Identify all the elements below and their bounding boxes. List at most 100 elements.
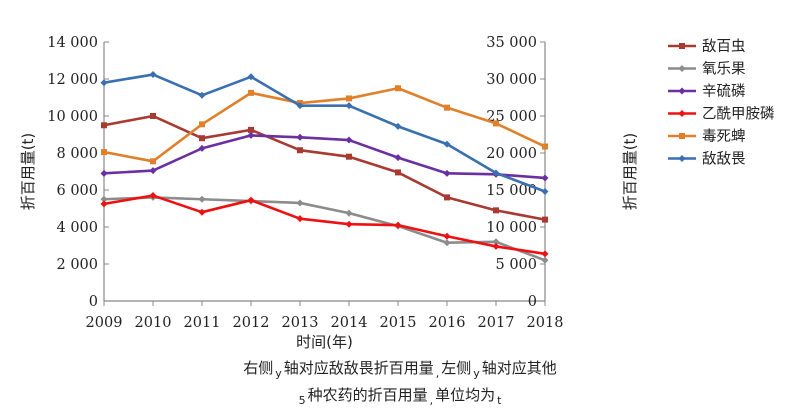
data-point — [198, 208, 206, 216]
series-line — [103, 86, 546, 163]
data-point — [493, 207, 499, 214]
caption-text: t — [497, 394, 502, 407]
y-left-tick-label: 4 000 — [56, 220, 98, 236]
legend-marker — [679, 43, 685, 49]
caption-text: 右侧 — [243, 359, 274, 377]
data-point — [443, 239, 451, 247]
legend-marker — [678, 65, 686, 72]
data-point — [198, 195, 206, 203]
legend-label: 乙酰甲胺磷 — [702, 106, 775, 123]
y-left-tick-label: 2 000 — [56, 257, 98, 273]
y-right-tick-label: 5 000 — [495, 257, 537, 273]
legend-label: 敌百虫 — [702, 38, 746, 55]
x-tick-label: 2017 — [478, 315, 515, 331]
y-left-tick-label: 6 000 — [56, 183, 98, 199]
series-4 — [100, 192, 549, 258]
legend-label: 毒死蜱 — [702, 128, 746, 145]
data-point — [443, 169, 451, 177]
data-point — [247, 131, 255, 139]
data-point — [100, 200, 108, 208]
data-point — [492, 242, 500, 250]
x-tick-label: 2013 — [282, 315, 319, 331]
series-line — [103, 134, 546, 180]
data-point — [101, 122, 107, 129]
data-point — [199, 135, 205, 142]
data-point — [248, 89, 254, 96]
data-point — [492, 238, 500, 246]
data-point — [395, 169, 401, 176]
data-point — [443, 232, 451, 240]
data-point — [100, 195, 108, 203]
y-left-tick-label: 8 000 — [56, 146, 98, 162]
axes: 0 2 000 4 000 6 000 8 000 10 000 12 000 14 000 0… — [19, 35, 639, 351]
data-point — [345, 136, 353, 144]
x-tick-label: 2012 — [233, 315, 270, 331]
caption-line-2: 5 种农药的折百用量, 单位均为 t — [0, 384, 800, 407]
data-point — [149, 167, 157, 175]
y-right-tick-label: 0 — [528, 294, 537, 310]
y-axis-left-title: 折百用量(t) — [19, 133, 37, 211]
data-point — [346, 95, 352, 102]
data-point — [247, 196, 255, 204]
data-point — [394, 221, 402, 229]
data-point — [149, 192, 157, 200]
caption-text: 5 — [298, 394, 306, 407]
x-tick-label: 2015 — [380, 315, 417, 331]
data-point — [296, 215, 304, 223]
data-point — [394, 122, 402, 130]
caption-text: 轴对应其他 — [481, 359, 557, 377]
data-point — [444, 194, 450, 201]
data-point — [149, 71, 157, 79]
legend-marker — [678, 155, 686, 162]
data-point — [493, 120, 499, 127]
series-3 — [100, 131, 549, 182]
caption-text: , — [435, 367, 440, 380]
x-tick-label: 2011 — [184, 315, 221, 331]
data-point — [444, 104, 450, 111]
y-right-tick-label: 20 000 — [486, 146, 537, 162]
caption-line-1: 右侧 y 轴对应敌敌畏折百用量, 左侧 y 轴对应其他 — [0, 357, 800, 380]
legend-marker — [679, 133, 685, 139]
y-left-tick-label: 12 000 — [47, 72, 98, 88]
x-tick-label: 2009 — [86, 315, 123, 331]
series-5 — [101, 85, 548, 165]
y-left-tick-label: 14 000 — [47, 35, 98, 51]
data-point — [394, 154, 402, 162]
y-axis-right-title: 折百用量(t) — [621, 133, 639, 211]
series-2 — [100, 193, 549, 264]
legend-marker — [678, 87, 686, 95]
data-point — [100, 169, 108, 177]
series-1 — [101, 113, 548, 223]
x-tick-label: 2016 — [429, 315, 466, 331]
data-point — [101, 149, 107, 156]
data-point — [541, 174, 549, 182]
data-point — [297, 147, 303, 154]
data-point — [345, 220, 353, 228]
y-right-tick-label: 15 000 — [486, 183, 537, 199]
legend-marker — [678, 110, 686, 117]
y-left-tick-label: 0 — [89, 294, 98, 310]
data-point — [395, 85, 401, 92]
legend-label: 敌敌畏 — [702, 151, 746, 168]
x-tick-label: 2014 — [331, 315, 368, 331]
data-point — [296, 199, 304, 207]
data-point — [443, 140, 451, 148]
caption-text: 单位均为 — [435, 386, 496, 404]
y-right-tick-label: 30 000 — [486, 72, 537, 88]
legend-label: 氧乐果 — [702, 61, 746, 78]
data-point — [541, 250, 549, 258]
y-right-tick-label: 35 000 — [486, 35, 537, 51]
data-point — [492, 169, 500, 177]
data-point — [541, 256, 549, 264]
data-point — [345, 102, 353, 110]
data-point — [100, 79, 108, 87]
series-line — [103, 194, 546, 256]
series-6 — [100, 71, 549, 195]
series-layer — [100, 71, 549, 264]
data-point — [542, 216, 548, 223]
data-point — [198, 144, 206, 152]
data-point — [345, 209, 353, 217]
y-right-tick-label: 10 000 — [486, 220, 537, 236]
data-point — [150, 158, 156, 165]
